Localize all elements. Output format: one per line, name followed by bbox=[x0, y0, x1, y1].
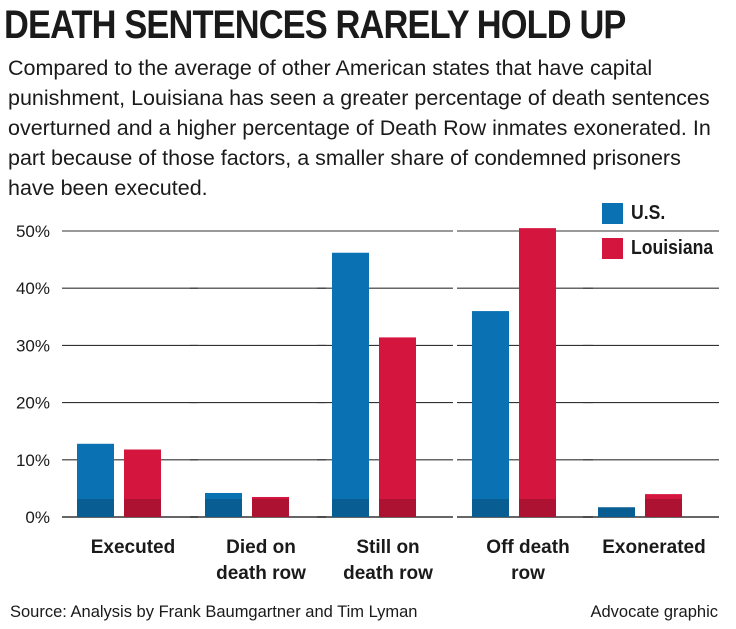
bar-chart: 0% 10% 20% 30% 40% 50% Executed Died on death ro… bbox=[16, 222, 719, 584]
bar-us bbox=[205, 492, 242, 517]
bar-us bbox=[332, 252, 369, 517]
source-note: Source: Analysis by Frank Baumgartner an… bbox=[10, 603, 418, 621]
bar-base-shade bbox=[205, 499, 242, 517]
bar-louisiana bbox=[252, 496, 289, 517]
bar-base-shade bbox=[77, 499, 114, 517]
legend-item-louisiana: Louisiana bbox=[602, 233, 724, 263]
graphic-credit: Advocate graphic bbox=[590, 603, 719, 621]
y-tick-label: 0% bbox=[25, 508, 50, 527]
bar-base-shade bbox=[124, 499, 161, 517]
y-tick-label: 10% bbox=[16, 451, 50, 470]
legend-swatch-louisiana bbox=[602, 237, 623, 259]
x-tick-label: Off death row bbox=[486, 537, 569, 584]
x-tick-label: Exonerated bbox=[602, 537, 705, 558]
bar-us bbox=[472, 311, 509, 517]
x-tick-label: Died on death row bbox=[216, 537, 306, 584]
legend-item-us: U.S. bbox=[602, 198, 670, 228]
bar-base-shade bbox=[379, 499, 416, 517]
x-tick-label: Executed bbox=[91, 537, 175, 558]
bar-base-shade bbox=[519, 499, 556, 517]
x-tick-label: Still on death row bbox=[343, 537, 433, 584]
bar-louisiana bbox=[519, 228, 556, 517]
bar-louisiana bbox=[379, 337, 416, 517]
chart-subtitle: Compared to the average of other America… bbox=[8, 56, 711, 200]
bar-us bbox=[77, 443, 114, 517]
y-tick-label: 30% bbox=[16, 336, 50, 355]
bar-louisiana bbox=[124, 449, 161, 517]
bar-louisiana bbox=[645, 494, 682, 517]
chart-title: DEATH SENTENCES RARELY HOLD UP bbox=[4, 3, 626, 47]
bar-base-shade bbox=[252, 499, 289, 517]
y-tick-label: 20% bbox=[16, 394, 50, 413]
bar-base-shade bbox=[332, 499, 369, 517]
y-tick-label: 50% bbox=[16, 222, 50, 241]
bar-base-shade bbox=[472, 499, 509, 517]
y-tick-label: 40% bbox=[16, 279, 50, 298]
legend-swatch-us bbox=[602, 202, 623, 224]
bar-us bbox=[598, 507, 635, 517]
bar-base-shade bbox=[645, 499, 682, 517]
legend-label-louisiana: Louisiana bbox=[631, 236, 714, 259]
bar-base-shade bbox=[598, 507, 635, 517]
legend-label-us: U.S. bbox=[631, 201, 666, 224]
